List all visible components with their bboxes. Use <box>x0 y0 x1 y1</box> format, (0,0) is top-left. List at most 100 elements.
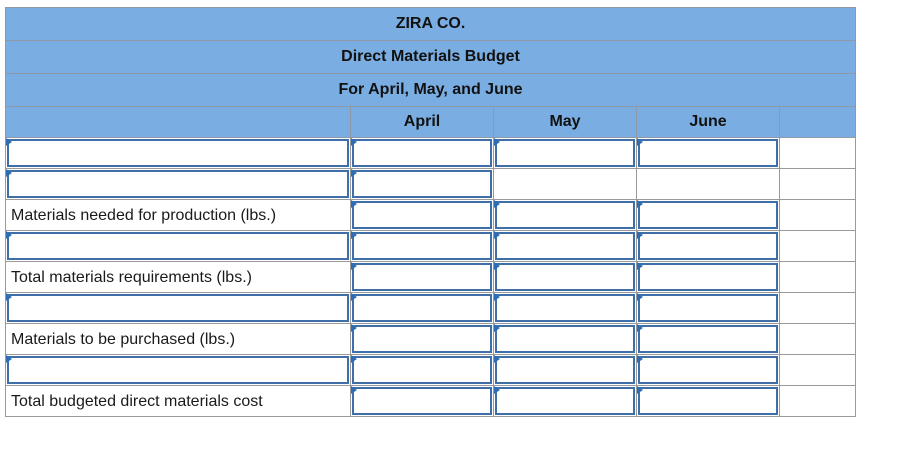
input-marker-icon <box>494 231 500 239</box>
input-marker-icon <box>494 355 500 363</box>
value-cell[interactable] <box>350 230 494 262</box>
may-input[interactable] <box>495 387 635 415</box>
may-input[interactable] <box>495 139 635 167</box>
april-input[interactable] <box>352 139 492 167</box>
value-cell[interactable] <box>493 354 637 386</box>
empty-cell <box>493 168 637 200</box>
empty-cell <box>779 323 856 355</box>
row-label-input[interactable] <box>7 294 349 322</box>
input-marker-icon <box>637 231 643 239</box>
table-row <box>5 168 856 200</box>
june-input[interactable] <box>638 387 778 415</box>
budget-period: For April, May, and June <box>5 73 856 107</box>
table-row <box>5 292 856 324</box>
april-input[interactable] <box>352 387 492 415</box>
input-marker-icon <box>351 293 357 301</box>
value-cell[interactable] <box>636 199 780 231</box>
june-input[interactable] <box>638 232 778 260</box>
input-marker-icon <box>637 355 643 363</box>
value-cell[interactable] <box>350 323 494 355</box>
label-column-header <box>5 106 351 138</box>
input-marker-icon <box>6 138 12 146</box>
input-marker-icon <box>6 231 12 239</box>
column-header-june: June <box>636 106 780 138</box>
value-cell[interactable] <box>493 385 637 417</box>
may-input[interactable] <box>495 263 635 291</box>
company-name: ZIRA CO. <box>5 7 856 41</box>
input-marker-icon <box>351 324 357 332</box>
value-cell[interactable] <box>350 292 494 324</box>
june-input[interactable] <box>638 325 778 353</box>
value-cell[interactable] <box>636 385 780 417</box>
input-marker-icon <box>637 262 643 270</box>
table-row: Total budgeted direct materials cost <box>5 385 856 417</box>
input-marker-icon <box>351 262 357 270</box>
row-label: Total budgeted direct materials cost <box>11 393 263 410</box>
value-cell[interactable] <box>350 385 494 417</box>
value-cell[interactable] <box>636 323 780 355</box>
input-marker-icon <box>6 169 12 177</box>
company-row: ZIRA CO. <box>5 7 856 41</box>
empty-cell <box>779 199 856 231</box>
row-label-input[interactable] <box>7 139 349 167</box>
may-input[interactable] <box>495 356 635 384</box>
empty-cell <box>779 354 856 386</box>
row-label-cell: Materials to be purchased (lbs.) <box>5 323 351 355</box>
row-label-cell[interactable] <box>5 168 351 200</box>
june-input[interactable] <box>638 263 778 291</box>
april-input[interactable] <box>352 263 492 291</box>
value-cell[interactable] <box>493 323 637 355</box>
row-label-input[interactable] <box>7 356 349 384</box>
input-marker-icon <box>6 355 12 363</box>
row-label-input[interactable] <box>7 232 349 260</box>
row-label-input[interactable] <box>7 170 349 198</box>
value-cell[interactable] <box>636 137 780 169</box>
value-cell[interactable] <box>493 261 637 293</box>
empty-cell <box>779 292 856 324</box>
value-cell[interactable] <box>493 199 637 231</box>
june-input[interactable] <box>638 356 778 384</box>
input-marker-icon <box>637 293 643 301</box>
row-label-cell: Materials needed for production (lbs.) <box>5 199 351 231</box>
april-input[interactable] <box>352 356 492 384</box>
april-input[interactable] <box>352 170 492 198</box>
empty-cell <box>779 230 856 262</box>
may-input[interactable] <box>495 201 635 229</box>
value-cell[interactable] <box>350 199 494 231</box>
value-cell[interactable] <box>350 261 494 293</box>
value-cell[interactable] <box>636 354 780 386</box>
april-input[interactable] <box>352 325 492 353</box>
value-cell[interactable] <box>636 261 780 293</box>
value-cell[interactable] <box>493 137 637 169</box>
column-header-may: May <box>493 106 637 138</box>
may-input[interactable] <box>495 325 635 353</box>
row-label-cell: Total materials requirements (lbs.) <box>5 261 351 293</box>
june-input[interactable] <box>638 139 778 167</box>
april-input[interactable] <box>352 201 492 229</box>
value-cell[interactable] <box>636 292 780 324</box>
table-row: Total materials requirements (lbs.) <box>5 261 856 293</box>
value-cell[interactable] <box>493 292 637 324</box>
value-cell[interactable] <box>493 230 637 262</box>
table-row: Materials to be purchased (lbs.) <box>5 323 856 355</box>
row-label-cell[interactable] <box>5 292 351 324</box>
value-cell[interactable] <box>350 137 494 169</box>
april-input[interactable] <box>352 294 492 322</box>
value-cell[interactable] <box>350 354 494 386</box>
june-input[interactable] <box>638 201 778 229</box>
input-marker-icon <box>494 293 500 301</box>
april-input[interactable] <box>352 232 492 260</box>
value-cell[interactable] <box>350 168 494 200</box>
row-label-cell[interactable] <box>5 230 351 262</box>
row-label-cell[interactable] <box>5 137 351 169</box>
column-header-row: April May June <box>5 106 856 138</box>
input-marker-icon <box>637 324 643 332</box>
june-input[interactable] <box>638 294 778 322</box>
table-row <box>5 230 856 262</box>
value-cell[interactable] <box>636 230 780 262</box>
table-row: Materials needed for production (lbs.) <box>5 199 856 231</box>
input-marker-icon <box>637 386 643 394</box>
row-label-cell[interactable] <box>5 354 351 386</box>
may-input[interactable] <box>495 232 635 260</box>
may-input[interactable] <box>495 294 635 322</box>
